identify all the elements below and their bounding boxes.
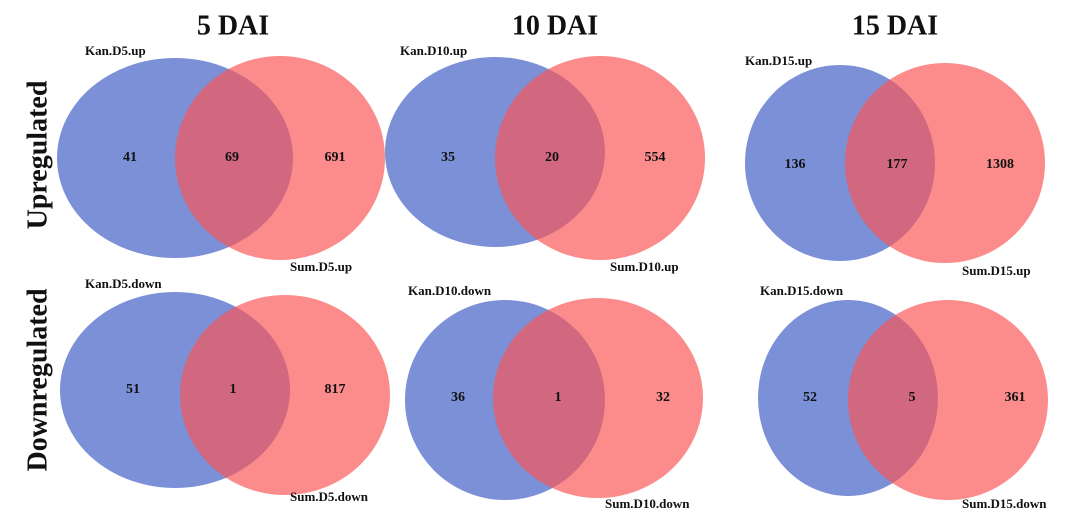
set-label: Sum.D10.up xyxy=(610,259,679,274)
count: 20 xyxy=(545,150,559,165)
set-right xyxy=(180,295,390,495)
set-right xyxy=(848,300,1048,500)
count: 5 xyxy=(909,390,916,405)
count: 817 xyxy=(325,382,346,397)
set-label: Kan.D5.up xyxy=(85,43,146,58)
count: 69 xyxy=(225,150,239,165)
set-label: Sum.D15.up xyxy=(962,263,1031,278)
set-label: Kan.D15.up xyxy=(745,53,812,68)
count: 1 xyxy=(555,390,562,405)
count: 177 xyxy=(887,157,908,172)
set-label: Kan.D15.down xyxy=(760,283,844,298)
count: 361 xyxy=(1005,390,1026,405)
count: 41 xyxy=(123,150,137,165)
count: 691 xyxy=(325,150,346,165)
column-title: 15 DAI xyxy=(852,10,938,41)
set-right xyxy=(175,56,385,260)
row-label: Upregulated xyxy=(22,80,53,229)
set-right xyxy=(845,63,1045,263)
count: 35 xyxy=(441,150,455,165)
count: 554 xyxy=(645,150,666,165)
row-label: Downregulated xyxy=(22,288,53,471)
column-title: 10 DAI xyxy=(512,10,598,41)
column-title: 5 DAI xyxy=(197,10,269,41)
count: 1308 xyxy=(986,157,1014,172)
count: 51 xyxy=(126,382,140,397)
count: 52 xyxy=(803,390,817,405)
count: 36 xyxy=(451,390,465,405)
set-label: Kan.D5.down xyxy=(85,276,162,291)
set-label: Kan.D10.down xyxy=(408,283,492,298)
count: 1 xyxy=(230,382,237,397)
count: 136 xyxy=(785,157,806,172)
set-right xyxy=(493,298,703,498)
set-label: Sum.D5.up xyxy=(290,259,352,274)
set-label: Sum.D10.down xyxy=(605,496,690,511)
set-label: Sum.D5.down xyxy=(290,489,369,504)
set-label: Kan.D10.up xyxy=(400,43,467,58)
set-label: Sum.D15.down xyxy=(962,496,1047,511)
set-right xyxy=(495,56,705,260)
count: 32 xyxy=(656,390,670,405)
